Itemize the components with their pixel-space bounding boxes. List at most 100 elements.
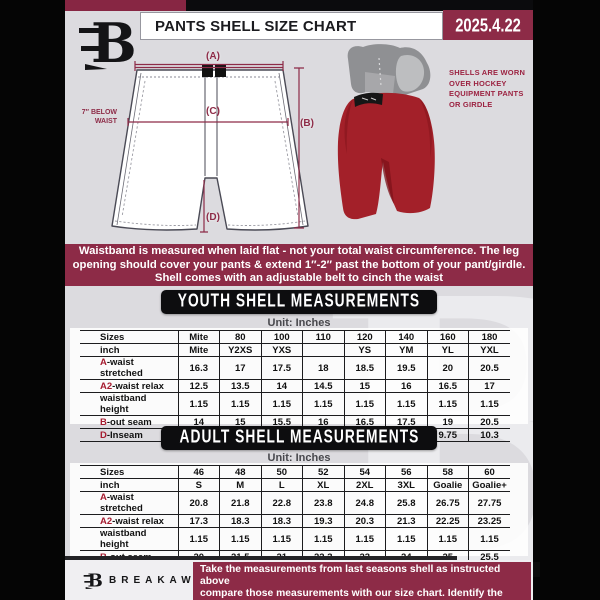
youth-section-heading: YOUTH SHELL MEASUREMENTS [161, 290, 437, 314]
measure-label-b: (B) [300, 118, 314, 129]
table-cell: YL [426, 343, 469, 357]
row-label-prefix: A2 [100, 515, 113, 527]
table-cell: 1.15 [385, 527, 427, 551]
table-cell: 13.5 [219, 379, 261, 393]
table-cell: 14.5 [302, 379, 344, 393]
table-cell: 17 [468, 379, 510, 393]
table-cell: 180 [468, 330, 510, 344]
breakaway-footer-logo-icon: B [83, 570, 103, 591]
page-title: PANTS SHELL SIZE CHART [155, 17, 357, 35]
table-cell: 1.15 [426, 392, 469, 416]
table-cell: XL [302, 478, 344, 492]
table-cell: 24.8 [343, 491, 386, 515]
table-cell: 1.15 [219, 392, 261, 416]
table-cell: S [177, 478, 220, 492]
table-cell: 1.15 [385, 392, 427, 416]
table-cell: Y2XS [219, 343, 261, 357]
table-cell: 16.3 [177, 356, 220, 380]
row-label: Sizes [80, 465, 178, 479]
version-date-box: 2025.4.22 [443, 10, 533, 40]
text-line: Take the measurements from last seasons … [200, 564, 501, 588]
row-label-prefix: D [100, 429, 107, 441]
table-cell: YM [385, 343, 427, 357]
table-cell: 120 [343, 330, 386, 344]
youth-table-panel: Sizes Mite 80 100 110 120 140 160 180 inch Mite Y2X… [70, 328, 528, 442]
row-label: A2-waist relax [80, 514, 178, 528]
table-cell: Goalie+ [468, 478, 510, 492]
photo-caption: SHELLS ARE WORN OVER HOCKEY EQUIPMENT PANT… [449, 68, 533, 110]
table-cell: 3XL [385, 478, 427, 492]
table-cell: 48 [219, 465, 261, 479]
table-cell: 56 [385, 465, 427, 479]
table-row: inch S M L XL 2XL 3XL Goalie Goalie+ [80, 478, 510, 492]
table-cell: 19 [426, 415, 469, 429]
table-row: Sizes 46 48 50 52 54 56 58 60 [80, 465, 510, 479]
table-cell: 20.3 [343, 514, 386, 528]
measurement-note-banner: Waistband is measured when laid flat - n… [65, 244, 533, 286]
row-label: waistband height [80, 392, 178, 416]
table-cell: 1.15 [302, 392, 344, 416]
shell-photo [337, 44, 435, 220]
table-cell: 110 [302, 330, 344, 344]
table-cell: 19.5 [385, 356, 427, 380]
top-bar [65, 0, 533, 11]
text-line: compare those measurements with our size… [200, 588, 503, 600]
table-cell: M [219, 478, 261, 492]
table-cell: YXL [468, 343, 510, 357]
table-cell: 18.3 [260, 514, 303, 528]
youth-unit-label: Unit: Inches [267, 317, 331, 329]
table-cell: YS [343, 343, 386, 357]
table-cell: 25.8 [385, 491, 427, 515]
row-label-prefix: A [100, 492, 107, 503]
table-cell: 19.3 [302, 514, 344, 528]
table-cell: 23.8 [302, 491, 344, 515]
table-cell: 18 [302, 356, 344, 380]
footer-instructions: Take the measurements from last seasons … [193, 562, 531, 600]
text-line: EQUIPMENT PANTS [449, 89, 524, 98]
table-cell: 17.3 [177, 514, 220, 528]
waist-note-line1: 7″ BELOW [81, 109, 117, 116]
breakaway-logo-icon: B [77, 11, 137, 79]
adult-table-panel: Sizes 46 48 50 52 54 56 58 60 inch S M L XL 2XL 3XL Goal… [70, 463, 528, 577]
table-cell: 1.15 [426, 527, 469, 551]
adult-size-table: Sizes 46 48 50 52 54 56 58 60 inch S M L XL 2XL 3XL Goal… [80, 465, 510, 577]
row-label-prefix: A [100, 357, 107, 368]
table-cell: 1.15 [302, 527, 344, 551]
table-cell: 54 [343, 465, 386, 479]
table-cell: 23.25 [468, 514, 510, 528]
table-cell: 14 [260, 379, 303, 393]
table-row: inch Mite Y2XS YXS YS YM YL YXL [80, 343, 510, 357]
adult-section-heading: ADULT SHELL MEASUREMENTS [161, 426, 437, 450]
table-cell: 1.15 [177, 392, 220, 416]
table-cell: 58 [426, 465, 469, 479]
row-label: inch [80, 343, 178, 357]
table-row: A2-waist relax 12.5 13.5 14 14.5 15 16 16.5 17 [80, 379, 510, 393]
table-cell: 50 [260, 465, 303, 479]
table-row: waistband height 1.15 1.15 1.15 1.15 1.15 1.15… [80, 392, 510, 416]
shorts-diagram [111, 61, 309, 233]
table-cell: 1.15 [468, 392, 510, 416]
table-cell: 1.15 [177, 527, 220, 551]
table-row: waistband height 1.15 1.15 1.15 1.15 1.15 1.15… [80, 527, 510, 551]
footer-tab [533, 562, 540, 577]
footer-brand-name: BREAKAWAY [109, 574, 219, 586]
table-cell [302, 343, 344, 357]
table-row: Sizes Mite 80 100 110 120 140 160 180 [80, 330, 510, 344]
table-cell: 10.3 [468, 428, 510, 442]
row-label: waistband height [80, 527, 178, 551]
table-cell: Mite [177, 330, 220, 344]
footer-divider [65, 556, 457, 560]
table-cell: 1.15 [343, 527, 386, 551]
table-cell: 20.5 [468, 356, 510, 380]
table-cell: 20.5 [468, 415, 510, 429]
table-cell: 16 [385, 379, 427, 393]
row-label: A-waist stretched [80, 356, 178, 380]
table-cell: 12.5 [177, 379, 220, 393]
adult-heading-text: ADULT SHELL MEASUREMENTS [179, 427, 419, 448]
svg-text:B: B [91, 12, 137, 74]
measure-label-a: (A) [206, 51, 220, 62]
table-row: A2-waist relax 17.3 18.3 18.3 19.3 20.3 21.3 22… [80, 514, 510, 528]
document: B B PANTS SHELL SIZE CHART 2025.4.22 [65, 0, 533, 600]
adult-unit-label: Unit: Inches [267, 452, 331, 464]
